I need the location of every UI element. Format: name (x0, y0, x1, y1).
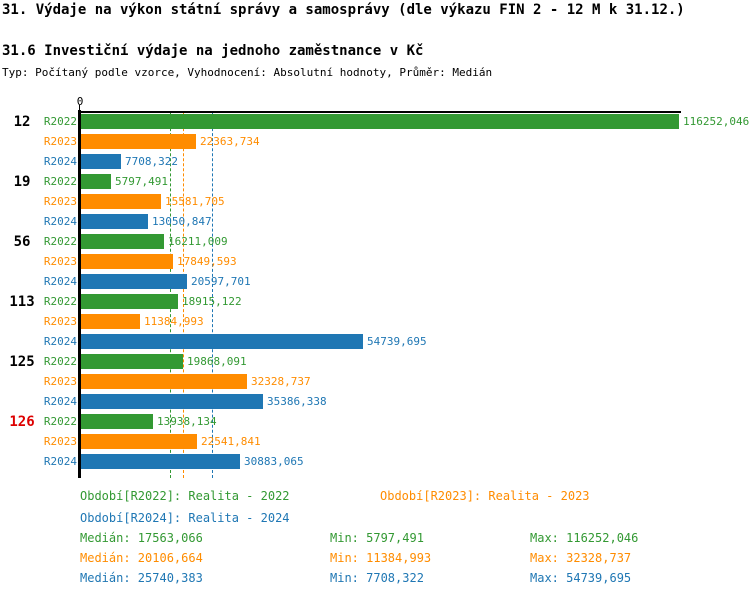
series-label-r2024: R2024 (43, 335, 77, 348)
stat-max-r2023: Max: 32328,737 (530, 551, 632, 565)
series-label-r2022: R2022 (43, 415, 77, 428)
group-label-19: 19 (13, 174, 31, 190)
series-label-r2024: R2024 (43, 155, 77, 168)
bar-r2023 (81, 134, 196, 149)
series-label-r2022: R2022 (43, 175, 77, 188)
series-label-r2023: R2023 (43, 195, 77, 208)
stat-min-r2023: Min: 11384,993 (330, 551, 432, 565)
chart-meta: Typ: Počítaný podle vzorce, Vyhodnocení:… (2, 66, 493, 79)
series-label-r2023: R2023 (43, 135, 77, 148)
bar-r2023 (81, 194, 161, 209)
bar-r2022 (81, 234, 164, 249)
bar-value: 16211,009 (168, 235, 228, 248)
bar-value: 19868,091 (187, 355, 247, 368)
series-label-r2023: R2023 (43, 435, 77, 448)
median-line-r2023 (183, 113, 185, 478)
bar-value: 18915,122 (182, 295, 242, 308)
bar-value: 15581,705 (165, 195, 225, 208)
stat-max-r2022: Max: 116252,046 (530, 531, 639, 545)
series-label-r2024: R2024 (43, 395, 77, 408)
bar-value: 54739,695 (367, 335, 427, 348)
bar-value: 20597,701 (191, 275, 251, 288)
series-label-r2024: R2024 (43, 455, 77, 468)
bar-value: 13938,134 (157, 415, 217, 428)
series-label-r2022: R2022 (43, 295, 77, 308)
legend-item-r2023: Období[R2023]: Realita - 2023 (380, 489, 590, 503)
bar-r2023 (81, 254, 173, 269)
stat-median-r2023: Medián: 20106,664 (80, 551, 203, 565)
group-label-125: 125 (9, 354, 35, 370)
series-label-r2022: R2022 (43, 235, 77, 248)
bar-r2024 (81, 274, 187, 289)
series-label-r2024: R2024 (43, 215, 77, 228)
bar-r2023 (81, 314, 140, 329)
x-axis-line (78, 111, 681, 113)
series-label-r2023: R2023 (43, 315, 77, 328)
stat-median-r2022: Medián: 17563,066 (80, 531, 203, 545)
bar-r2022 (81, 174, 111, 189)
bar-value: 5797,491 (115, 175, 168, 188)
bar-r2024 (81, 214, 148, 229)
bar-value: 13050,847 (152, 215, 212, 228)
bar-r2024 (81, 154, 121, 169)
bar-r2024 (81, 334, 363, 349)
median-line-r2024 (212, 113, 214, 478)
stat-min-r2022: Min: 5797,491 (330, 531, 424, 545)
legend-item-r2022: Období[R2022]: Realita - 2022 (80, 489, 290, 503)
report-title: 31. Výdaje na výkon státní správy a samo… (2, 2, 685, 18)
bar-value: 116252,046 (683, 115, 750, 128)
bar-value: 17849,593 (177, 255, 237, 268)
bar-r2022 (81, 414, 153, 429)
bar-r2023 (81, 374, 247, 389)
bar-value: 22363,734 (200, 135, 260, 148)
series-label-r2023: R2023 (43, 255, 77, 268)
bar-r2022 (81, 294, 178, 309)
legend-item-r2024: Období[R2024]: Realita - 2024 (80, 511, 290, 525)
bar-r2024 (81, 454, 240, 469)
bar-r2023 (81, 434, 197, 449)
group-label-12: 12 (13, 114, 31, 130)
stat-max-r2024: Max: 54739,695 (530, 571, 632, 585)
bar-value: 11384,993 (144, 315, 204, 328)
bar-value: 32328,737 (251, 375, 311, 388)
bar-value: 22541,841 (201, 435, 261, 448)
axis-zero-tick (79, 105, 80, 111)
axis-zero-label: 0 (76, 95, 84, 108)
bar-value: 35386,338 (267, 395, 327, 408)
group-label-113: 113 (9, 294, 35, 310)
bar-value: 30883,065 (244, 455, 304, 468)
group-label-56: 56 (13, 234, 31, 250)
bar-r2022 (81, 114, 679, 129)
bar-r2022 (81, 354, 183, 369)
group-label-126: 126 (9, 414, 35, 430)
bar-value: 7708,322 (125, 155, 178, 168)
bar-r2024 (81, 394, 263, 409)
stat-median-r2024: Medián: 25740,383 (80, 571, 203, 585)
series-label-r2024: R2024 (43, 275, 77, 288)
series-label-r2023: R2023 (43, 375, 77, 388)
series-label-r2022: R2022 (43, 115, 77, 128)
y-axis-line (78, 110, 81, 478)
series-label-r2022: R2022 (43, 355, 77, 368)
stat-min-r2024: Min: 7708,322 (330, 571, 424, 585)
section-title: 31.6 Investiční výdaje na jednoho zaměst… (2, 43, 424, 59)
